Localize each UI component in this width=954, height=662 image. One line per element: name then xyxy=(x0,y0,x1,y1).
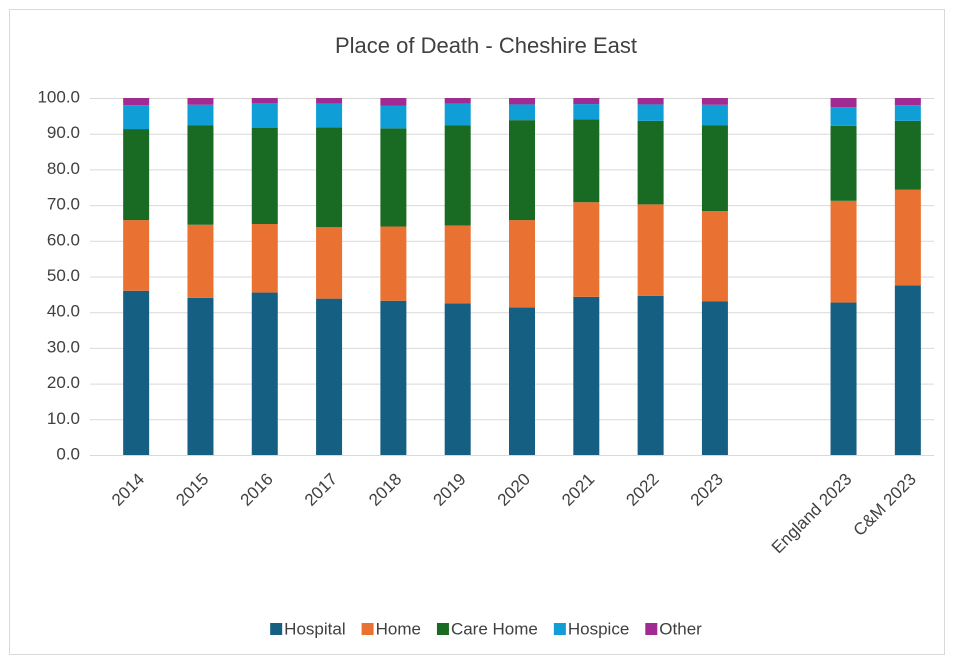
bar-segment xyxy=(251,98,278,103)
bar-segment xyxy=(701,104,728,126)
bar-segment xyxy=(573,98,600,105)
y-tick-label: 30.0 xyxy=(47,337,80,356)
bar-segment xyxy=(123,98,150,106)
bar-segment xyxy=(509,104,535,121)
bar-segment xyxy=(123,129,150,221)
chart-border xyxy=(9,9,945,655)
bar-segment xyxy=(316,227,343,299)
bar-segment xyxy=(380,300,407,455)
bar-segment xyxy=(316,98,343,104)
bar-segment xyxy=(830,302,857,455)
bar-segment xyxy=(830,200,857,303)
bar-segment xyxy=(123,105,150,130)
bar-segment xyxy=(894,189,921,286)
bar-segment xyxy=(637,120,664,205)
bar-segment xyxy=(573,202,600,297)
y-tick-label: 20.0 xyxy=(47,373,80,392)
bar-segment xyxy=(830,107,857,126)
bar-segment xyxy=(894,285,921,455)
legend-label: Other xyxy=(659,619,702,638)
bar-segment xyxy=(701,211,728,302)
bar-segment xyxy=(380,98,407,106)
bar-segment xyxy=(894,120,921,190)
bar-segment xyxy=(187,104,214,126)
bar-segment xyxy=(830,125,857,201)
bar-segment xyxy=(444,103,471,126)
bar-segment xyxy=(187,224,214,298)
legend-swatch xyxy=(270,623,283,635)
bar-segment xyxy=(444,98,471,104)
bar-segment xyxy=(701,301,728,455)
bar-segment xyxy=(509,220,535,308)
legend-label: Hospital xyxy=(284,619,345,638)
bar-segment xyxy=(251,224,278,293)
legend-label: Home xyxy=(376,619,421,638)
bar-segment xyxy=(316,127,343,228)
bar-segment xyxy=(637,104,664,121)
legend-label: Care Home xyxy=(451,619,538,638)
bar-segment xyxy=(573,104,600,120)
bar-segment xyxy=(380,105,407,129)
bar-segment xyxy=(380,128,407,227)
bar-segment xyxy=(123,220,150,291)
bar-segment xyxy=(251,292,278,455)
bar-segment xyxy=(123,290,150,455)
bar-segment xyxy=(701,98,728,105)
bar-segment xyxy=(380,226,407,301)
bar-segment xyxy=(701,125,728,212)
bar-segment xyxy=(316,298,343,455)
bar-segment xyxy=(637,98,664,105)
bar-segment xyxy=(251,102,278,128)
y-tick-label: 10.0 xyxy=(47,409,80,428)
bar-segment xyxy=(187,125,214,225)
bar-segment xyxy=(444,225,471,304)
bar-segment xyxy=(316,103,343,128)
bar-segment xyxy=(444,303,471,455)
bar-segment xyxy=(573,296,600,455)
bar-segment xyxy=(637,204,664,296)
legend-label: Hospice xyxy=(568,619,629,638)
legend-swatch xyxy=(645,623,658,635)
bar-segment xyxy=(187,297,214,455)
bar-segment xyxy=(509,120,535,221)
bar-segment xyxy=(573,119,600,203)
legend-swatch xyxy=(553,623,566,635)
bar-segment xyxy=(509,98,535,105)
y-tick-label: 80.0 xyxy=(47,159,80,178)
bar-segment xyxy=(637,295,664,455)
bar-segment xyxy=(187,98,214,105)
y-tick-label: 60.0 xyxy=(47,230,80,249)
y-tick-label: 40.0 xyxy=(47,302,80,321)
chart-title: Place of Death - Cheshire East xyxy=(335,33,637,58)
bar-segment xyxy=(830,98,857,108)
bar-segment xyxy=(444,125,471,226)
y-tick-label: 50.0 xyxy=(47,266,80,285)
y-tick-label: 0.0 xyxy=(56,444,80,463)
bar-segment xyxy=(509,307,535,455)
y-tick-label: 100.0 xyxy=(37,87,80,106)
legend-swatch xyxy=(361,623,374,635)
bar-segment xyxy=(894,105,921,121)
bar-segment xyxy=(894,98,921,106)
bar-segment xyxy=(251,127,278,225)
y-tick-label: 70.0 xyxy=(47,195,80,214)
y-tick-label: 90.0 xyxy=(47,123,80,142)
legend-swatch xyxy=(436,623,449,635)
